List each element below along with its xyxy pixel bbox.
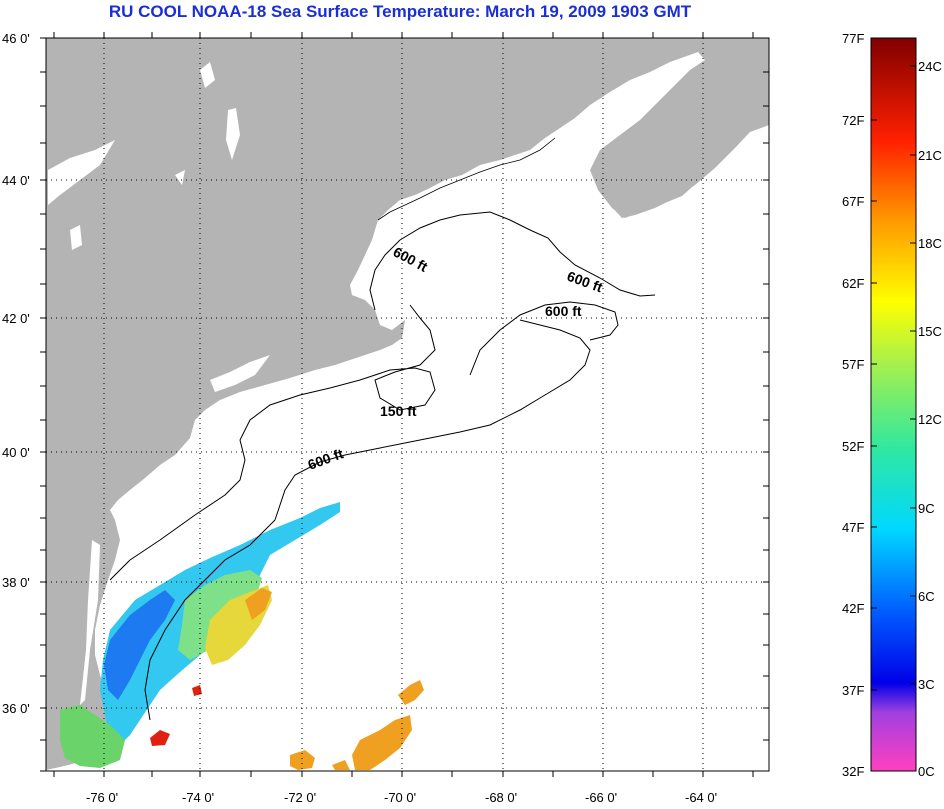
lake-6 — [210, 355, 270, 392]
colorbar-c-24: 24C — [918, 59, 942, 74]
chesapeake-bay — [80, 540, 100, 705]
lake-3 — [48, 140, 115, 205]
map-title: RU COOL NOAA-18 Sea Surface Temperature:… — [108, 2, 692, 21]
colorbar-f-52: 52F — [842, 439, 864, 454]
lon-label-70: -70 0' — [384, 790, 416, 805]
lon-label-68: -68 0' — [485, 790, 517, 805]
lon-label-64: -64 0' — [685, 790, 717, 805]
colorbar-f-67: 67F — [842, 194, 864, 209]
tick-marks — [40, 32, 769, 777]
colorbar-c-15: 15C — [918, 324, 942, 339]
sst-patch-1 — [352, 715, 412, 770]
colorbar-c-18: 18C — [918, 236, 942, 251]
colorbar-gradient — [870, 37, 917, 772]
contour-label-150ft: 150 ft — [380, 403, 417, 419]
sst-patch-3 — [290, 750, 315, 770]
sst-patch-2 — [398, 680, 424, 705]
colorbar-f-47: 47F — [842, 520, 864, 535]
lake-4 — [70, 225, 82, 250]
lat-label-42: 42 0' — [2, 311, 30, 326]
lat-label-44: 44 0' — [2, 173, 30, 188]
contour-label-600ft-3: 600 ft — [545, 303, 582, 319]
contour-150ft — [109, 304, 436, 581]
lat-label-38: 38 0' — [2, 575, 30, 590]
grid-lines — [46, 38, 769, 771]
colorbar-f-42: 42F — [842, 601, 864, 616]
colorbar-ticks — [871, 65, 916, 691]
lat-label-36: 36 0' — [2, 701, 30, 716]
lon-label-66: -66 0' — [585, 790, 617, 805]
lon-label-72: -72 0' — [284, 790, 316, 805]
colorbar-f-37: 37F — [842, 683, 864, 698]
colorbar-c-6: 6C — [918, 589, 935, 604]
land-nova-scotia — [595, 80, 769, 218]
lake-5 — [175, 170, 185, 185]
contour-georges — [469, 301, 619, 376]
colorbar-f-72: 72F — [842, 113, 864, 128]
lat-label-46: 46 0' — [2, 31, 30, 46]
colorbar-c-12: 12C — [918, 412, 942, 427]
lon-label-74: -74 0' — [182, 790, 214, 805]
sst-swath-blue — [104, 590, 175, 700]
sst-patch-4 — [332, 760, 350, 770]
colorbar-f-32: 32F — [842, 764, 864, 779]
land-us-coast — [46, 38, 769, 770]
map-frame — [45, 37, 770, 772]
sst-swath-south — [60, 705, 125, 768]
lon-label-76: -76 0' — [86, 790, 118, 805]
lake-2 — [226, 108, 240, 160]
colorbar-c-0: 0C — [918, 764, 935, 779]
delaware-bay — [113, 505, 130, 525]
colorbar-c-21: 21C — [918, 148, 942, 163]
colorbar-c-3: 3C — [918, 677, 935, 692]
coast-detail — [377, 137, 556, 221]
contour-600ft-north — [369, 211, 656, 311]
sst-swath-orange-1 — [245, 588, 272, 620]
sst-red-spot — [150, 730, 170, 746]
colorbar-f-57: 57F — [842, 357, 864, 372]
contour-600ft — [144, 319, 591, 721]
colorbar-f-62: 62F — [842, 276, 864, 291]
colorbar-f-77: 77F — [842, 31, 864, 46]
lake-1 — [200, 62, 215, 88]
lat-label-40: 40 0' — [2, 445, 30, 460]
colorbar-c-9: 9C — [918, 501, 935, 516]
